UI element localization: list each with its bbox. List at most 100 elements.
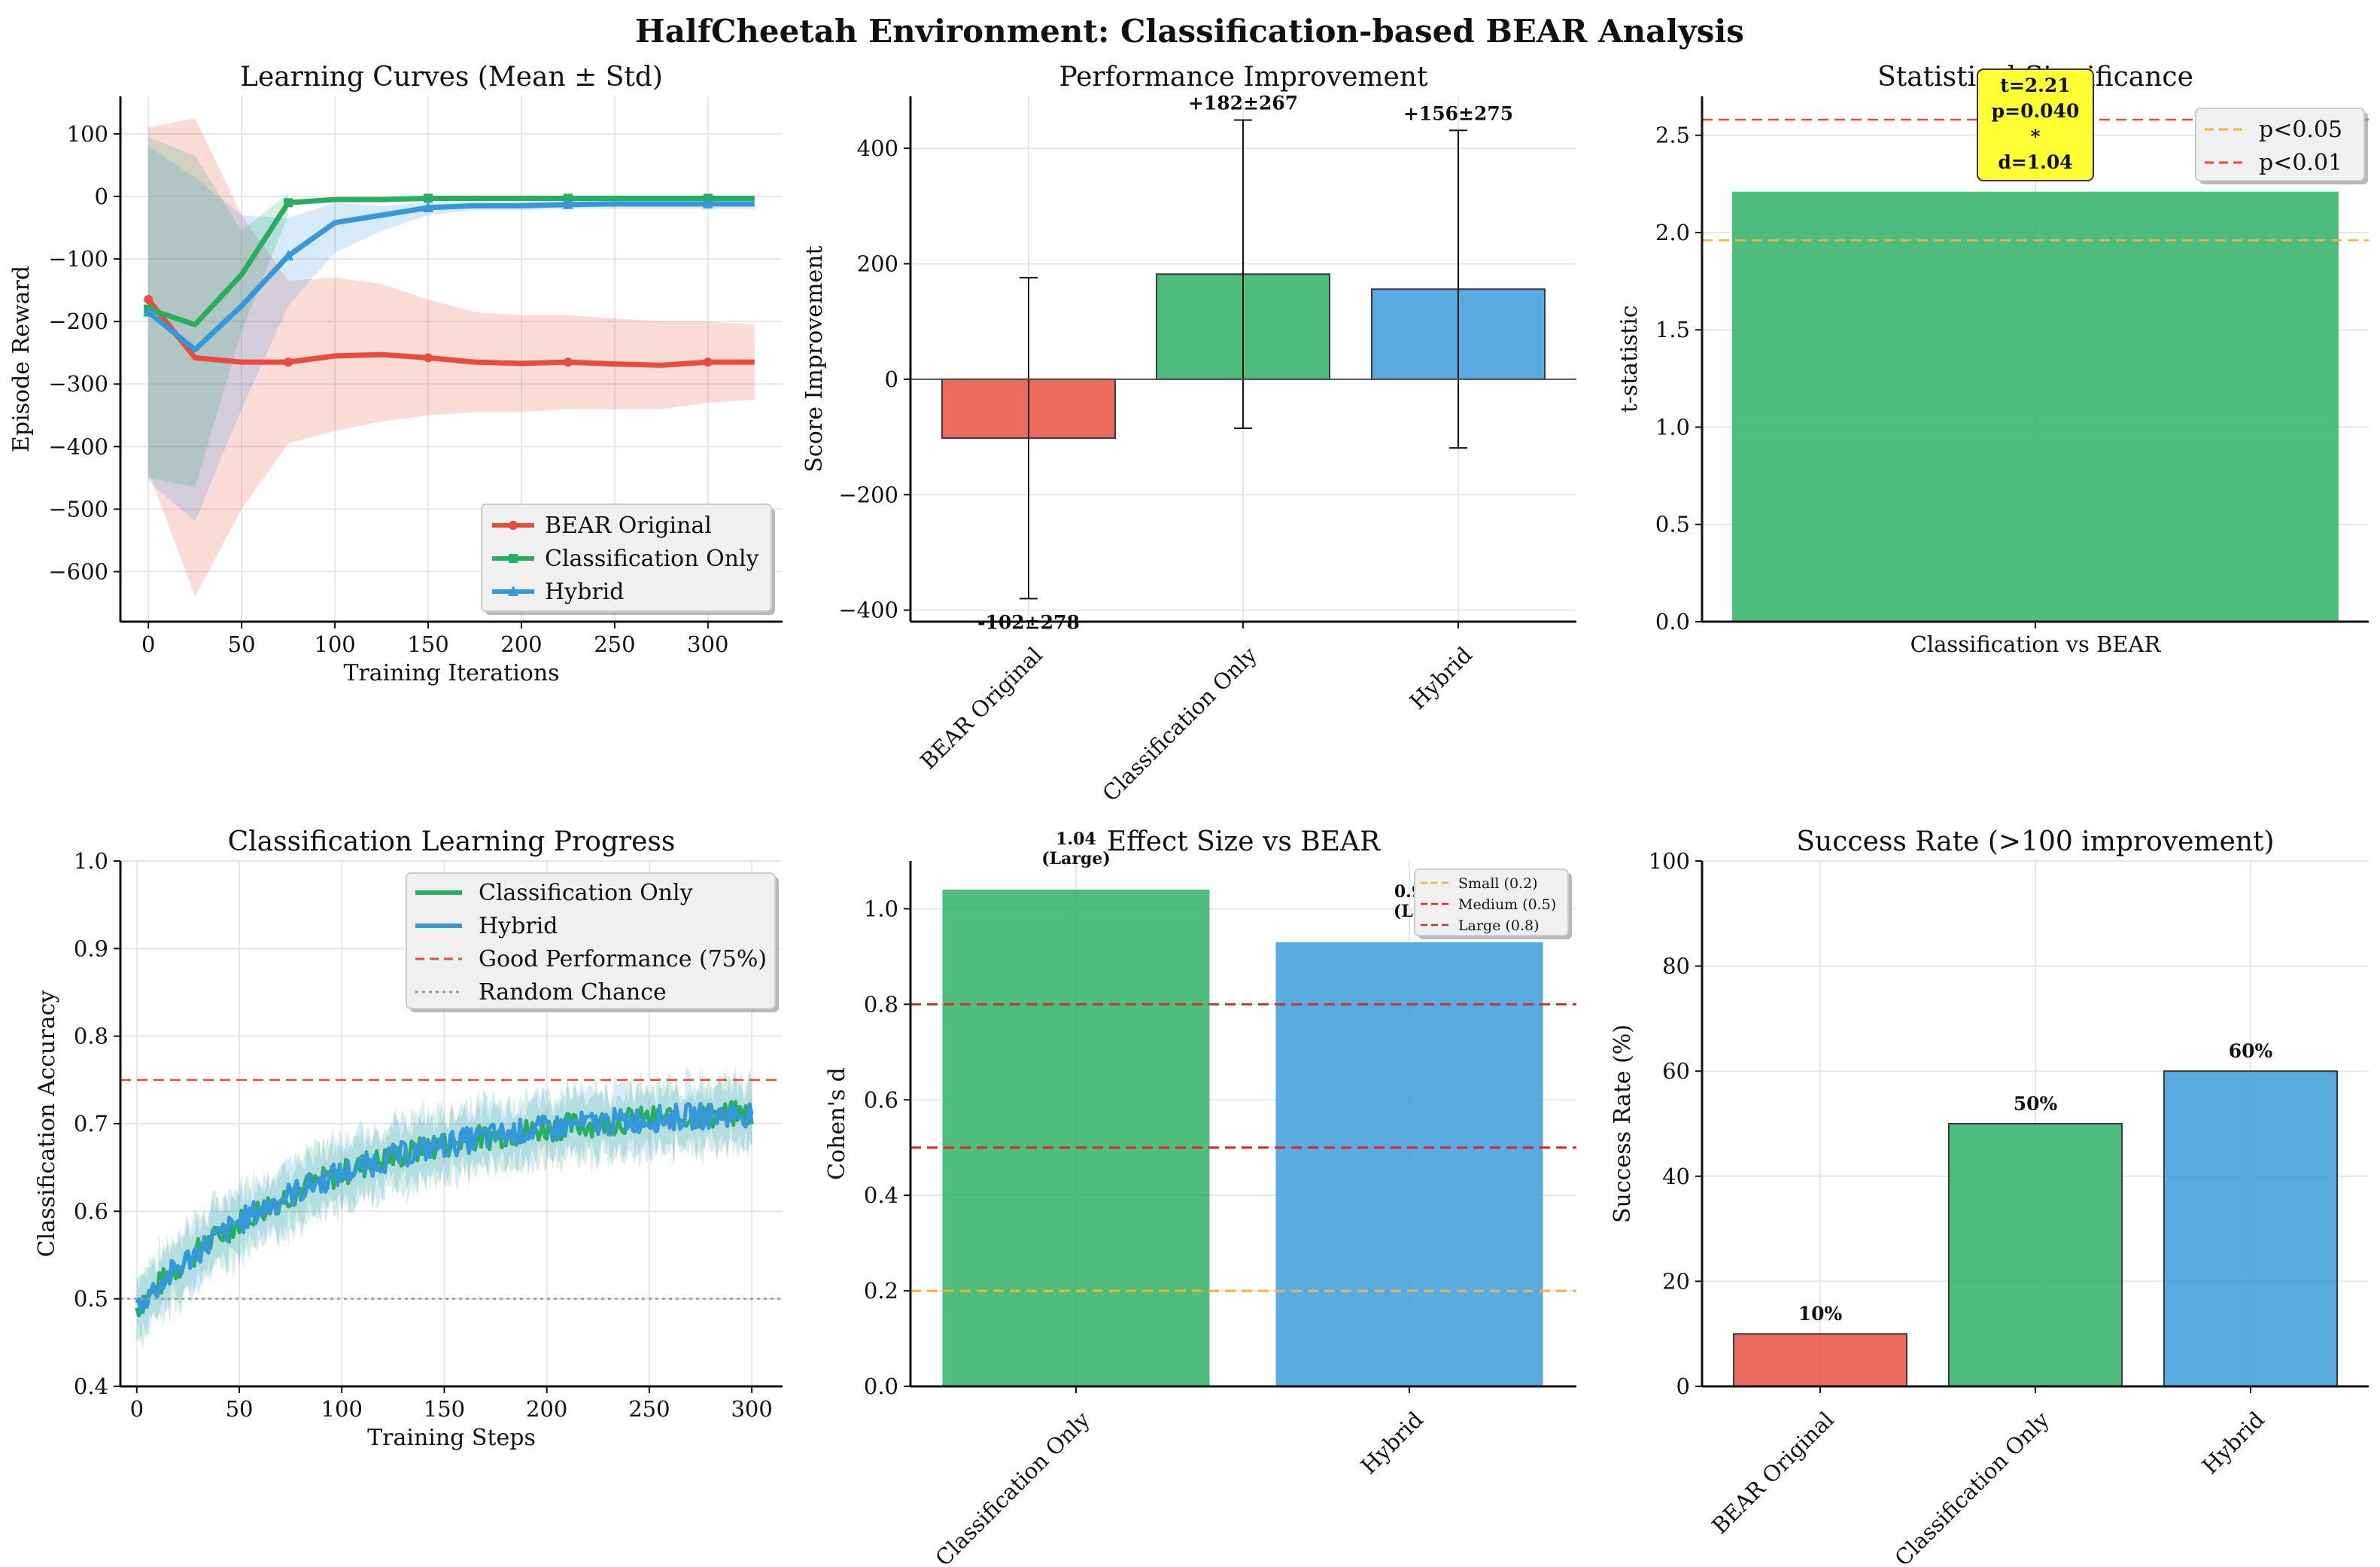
effect-size-value-label-0: 1.04	[1056, 829, 1096, 849]
classification-progress-x-tick-label: 250	[628, 1396, 670, 1422]
success-rate-title: Success Rate (>100 improvement)	[1796, 826, 2274, 857]
statistical-significance-y-tick-label: 0.0	[1655, 609, 1690, 634]
classification-progress-y-tick-label: 0.9	[74, 936, 108, 961]
effect-size-y-tick-label: 1.0	[864, 896, 898, 921]
learning-curves-y-tick-label: −300	[48, 371, 108, 397]
effect-size-title: Effect Size vs BEAR	[1107, 826, 1381, 857]
learning-curves-legend-label: Classification Only	[545, 546, 759, 572]
effect-size-legend-label: Small (0.2)	[1458, 875, 1538, 892]
learning-curves-legend-box	[481, 504, 772, 612]
classification-progress-panel: 1.0 0.9 0.8 0.7 0.6 0.5 0.4 0 50 100 150 200 250 300 C…	[34, 826, 783, 1451]
effect-size-bar-1	[1275, 942, 1543, 1386]
classification-progress-legend-label: Classification Only	[479, 880, 693, 906]
statistical-significance-annotation-box	[1977, 68, 2094, 181]
learning-curves-point-2	[143, 306, 154, 317]
effect-size-y-tick-label: 0.4	[864, 1182, 898, 1208]
statistical-significance-y-tick-label: 1.5	[1655, 317, 1690, 342]
statistical-significance-annotation-line-2: *	[2030, 126, 2040, 148]
learning-curves-x-tick-label: 250	[594, 631, 635, 657]
learning-curves-band-2	[148, 146, 755, 522]
classification-progress-x-tick-label: 100	[321, 1396, 363, 1422]
learning-curves-point-0	[144, 295, 153, 305]
performance-improvement-y-label: Score Improvement	[801, 245, 828, 472]
learning-curves-x-tick-label: 50	[228, 631, 256, 657]
learning-curves-x-tick-label: 300	[687, 631, 728, 657]
statistical-significance-x-tick-label: Classification vs BEAR	[1910, 631, 2162, 657]
learning-curves-panel: 100 0 −100 −200 −300 −400 −500 −600 0 50 100 150 200…	[8, 62, 783, 686]
learning-curves-point-0	[424, 353, 433, 363]
learning-curves-y-tick-label: −500	[48, 496, 108, 522]
figure-suptitle: HalfCheetah Environment: Classification-…	[635, 13, 1744, 50]
statistical-significance-legend-label: p<0.01	[2259, 150, 2342, 176]
classification-progress-x-tick-label: 200	[526, 1396, 567, 1422]
success-rate-bar-0	[1733, 1333, 1907, 1387]
classification-progress-x-tick-label: 150	[424, 1396, 465, 1422]
success-rate-y-label: Success Rate (%)	[1609, 1024, 1636, 1223]
classification-progress-x-tick-label: 300	[731, 1396, 772, 1422]
success-rate-bar-2	[2163, 1070, 2338, 1387]
performance-improvement-value-label-2: +156±275	[1403, 102, 1513, 124]
performance-improvement-y-tick-label: −400	[838, 598, 898, 623]
learning-curves-point-0	[284, 358, 293, 367]
statistical-significance-y-tick-label: 0.5	[1655, 512, 1690, 537]
performance-improvement-y-tick-label: 200	[857, 251, 898, 276]
effect-size-y-tick-label: 0.2	[864, 1278, 898, 1304]
success-rate-value-label-2: 60%	[2229, 1040, 2273, 1062]
learning-curves-point-1	[284, 198, 293, 208]
learning-curves-legend-label: Hybrid	[545, 579, 624, 605]
success-rate-y-tick-label: 20	[1662, 1268, 1690, 1294]
statistical-significance-annotation-line-3: d=1.04	[1998, 151, 2072, 173]
performance-improvement-y-tick-label: −200	[838, 482, 898, 507]
learning-curves-point-0	[563, 358, 573, 367]
classification-progress-legend-label: Hybrid	[479, 913, 558, 939]
learning-curves-point-1	[424, 193, 433, 203]
success-rate-value-label-1: 50%	[2014, 1093, 2058, 1115]
learning-curves-legend-label: BEAR Original	[545, 513, 712, 539]
classification-progress-legend-box	[406, 872, 776, 1009]
learning-curves-y-label: Episode Reward	[8, 266, 35, 452]
learning-curves-point-2	[562, 198, 573, 209]
effect-size-legend-box	[1414, 869, 1569, 936]
effect-size-y-tick-label: 0.8	[864, 991, 898, 1017]
statistical-significance-y-tick-label: 1.0	[1655, 414, 1690, 440]
statistical-significance-y-tick-label: 2.5	[1655, 123, 1690, 148]
classification-progress-band-1	[136, 1066, 752, 1349]
learning-curves-line-0	[146, 297, 755, 368]
classification-progress-y-tick-label: 0.6	[74, 1198, 108, 1224]
success-rate-y-tick-label: 0	[1676, 1374, 1690, 1399]
success-rate-y-tick-label: 60	[1662, 1058, 1690, 1084]
learning-curves-x-tick-label: 0	[141, 631, 155, 657]
learning-curves-x-tick-label: 150	[407, 631, 448, 657]
learning-curves-y-tick-label: −600	[48, 559, 108, 585]
classification-progress-y-label: Classification Accuracy	[34, 990, 60, 1258]
classification-progress-y-tick-label: 0.4	[74, 1374, 108, 1399]
learning-curves-x-tick-label: 100	[314, 631, 355, 657]
classification-progress-y-tick-label: 1.0	[74, 848, 108, 874]
effect-size-y-label: Cohen's d	[824, 1067, 850, 1180]
learning-curves-legend-marker	[509, 521, 518, 530]
effect-size-bar-0	[942, 890, 1210, 1386]
performance-improvement-y-tick-label: 0	[885, 367, 898, 392]
learning-curves-y-tick-label: −100	[48, 246, 108, 272]
classification-progress-y-tick-label: 0.5	[74, 1286, 108, 1312]
effect-size-panel: 0.00.20.40.60.81.01.04(Large)0.9(LaClass…	[824, 826, 1576, 1567]
classification-progress-legend-label: Random Chance	[479, 979, 667, 1006]
statistical-significance-bar-0	[1732, 191, 2339, 622]
statistical-significance-annotation-line-1: p=0.040	[1992, 100, 2080, 122]
statistical-significance-legend-label: p<0.05	[2259, 117, 2342, 143]
learning-curves-legend-marker	[509, 554, 518, 563]
learning-curves-y-tick-label: 100	[67, 121, 108, 147]
classification-progress-legend-label: Good Performance (75%)	[479, 946, 767, 972]
classification-progress-y-tick-label: 0.7	[74, 1111, 108, 1136]
success-rate-y-tick-label: 100	[1649, 848, 1690, 874]
statistical-significance-panel: 0.0 0.5 1.0 1.5 2.0 2.5 Classification vs BEAR…	[1616, 62, 2369, 657]
performance-improvement-value-label-1: +182±267	[1188, 92, 1298, 114]
effect-size-legend-label: Large (0.8)	[1458, 917, 1540, 934]
learning-curves-point-2	[423, 201, 434, 212]
learning-curves-point-2	[702, 197, 713, 208]
classification-progress-title: Classification Learning Progress	[228, 826, 676, 857]
learning-curves-point-0	[703, 358, 713, 367]
learning-curves-line-1	[147, 195, 755, 327]
learning-curves-y-tick-label: 0	[95, 184, 108, 209]
